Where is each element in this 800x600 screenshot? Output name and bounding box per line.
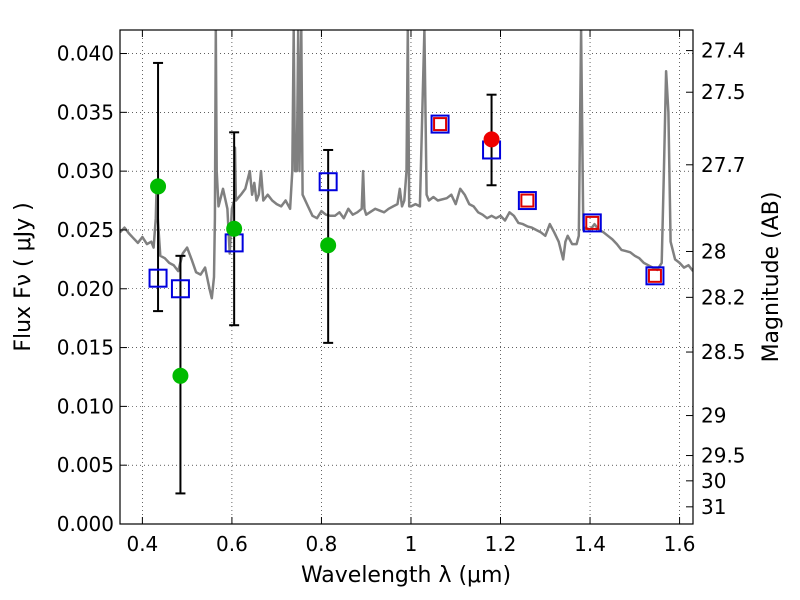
x-tick-label: 0.6 <box>216 532 248 556</box>
y-tick-label: 0.020 <box>57 277 114 301</box>
x-tick-label: 0.4 <box>126 532 158 556</box>
y2-axis-label: Magnitude (AB) <box>759 192 784 363</box>
y2-tick-label: 29.5 <box>701 444 746 468</box>
y2-tick-label: 28 <box>701 239 726 263</box>
x-tick-label: 1 <box>405 532 418 556</box>
blue-square-marker <box>148 268 168 288</box>
red-square-marker <box>520 193 535 208</box>
y2-tick-label: 27.4 <box>701 39 746 63</box>
y-tick-label: 0.025 <box>57 218 114 242</box>
y2-tick-label: 27.7 <box>701 153 746 177</box>
x-tick-label: 0.8 <box>306 532 338 556</box>
y2-tick-label: 28.2 <box>701 285 746 309</box>
ticks: 0.4 0.6 0.8 1 1.2 1.4 1.6 0.000 0.005 0.010 0.015 0… <box>57 30 746 556</box>
x-tick-label: 1.4 <box>574 532 606 556</box>
y2-tick-label: 28.5 <box>701 340 746 364</box>
green-data-point <box>172 367 189 384</box>
blue-square-marker <box>430 114 450 134</box>
x-tick-label: 1.6 <box>664 532 696 556</box>
red-data-point <box>483 131 500 148</box>
y-tick-label: 0.030 <box>57 159 114 183</box>
y2-tick-label: 30 <box>701 469 726 493</box>
red-square-marker <box>433 117 448 132</box>
x-tick-label: 1.2 <box>485 532 517 556</box>
y-axis-label: Flux Fν ( μJy ) <box>11 202 36 351</box>
y-tick-label: 0.010 <box>57 394 114 418</box>
blue-square-marker <box>517 191 537 211</box>
blue-square-marker <box>645 266 665 286</box>
blue-square-marker <box>318 172 338 192</box>
y2-tick-label: 31 <box>701 495 726 519</box>
blue-square-marker <box>582 213 602 233</box>
green-data-point <box>226 220 243 237</box>
marker-layer <box>148 61 665 495</box>
y-tick-label: 0.000 <box>57 512 114 536</box>
green-data-point <box>150 178 167 195</box>
plot-frame <box>119 29 694 525</box>
y-tick-label: 0.035 <box>57 100 114 124</box>
red-square-marker <box>647 268 662 283</box>
y-tick-label: 0.005 <box>57 453 114 477</box>
y-tick-label: 0.040 <box>57 42 114 66</box>
red-square-marker <box>585 215 600 230</box>
green-data-point <box>320 237 337 254</box>
y-tick-label: 0.015 <box>57 336 114 360</box>
blue-square-marker <box>170 279 190 299</box>
y2-tick-label: 27.5 <box>701 80 746 104</box>
x-axis-label: Wavelength λ (μm) <box>301 563 511 588</box>
y2-tick-label: 29 <box>701 404 726 428</box>
